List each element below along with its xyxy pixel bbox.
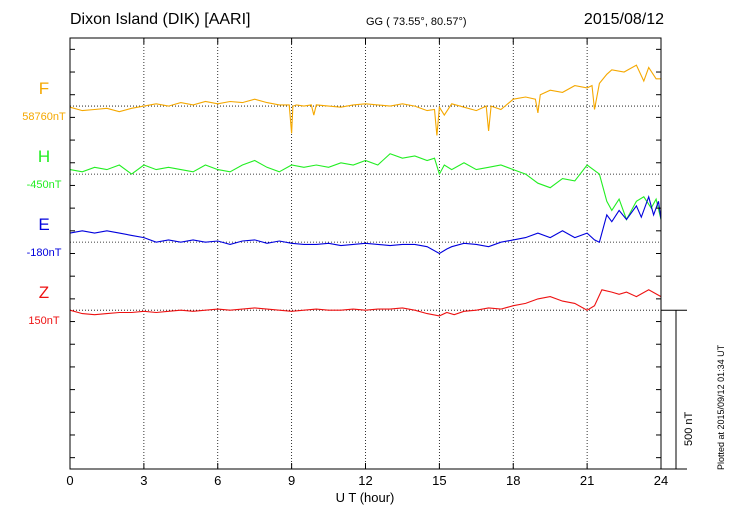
grid-lines [70,38,661,469]
axis-ticks: 0 3 6 9 12 15 18 21 24 [66,38,668,488]
plotted-timestamp: Plotted at 2015/09/12 01:34 UT [716,344,726,470]
x-tick-label: 12 [358,473,372,488]
date-label: 2015/08/12 [583,11,664,28]
series-line-f [69,64,661,136]
series-line-e [69,194,662,255]
x-tick-label: 21 [580,473,594,488]
x-tick-label: 9 [288,473,295,488]
station-title: Dixon Island (DIK) [AARI] [70,11,251,28]
series-line-h [69,153,662,221]
component-label-h: H [37,147,51,167]
series-layer [69,64,662,317]
x-tick-label: 0 [66,473,73,488]
baseline-value-h: -450nT [26,179,62,192]
x-axis-label: U T (hour) [336,490,395,505]
geographic-coordinates: GG ( 73.55°, 80.57°) [366,16,467,28]
x-tick-label: 18 [506,473,520,488]
series-line-z [69,289,662,317]
x-tick-label: 3 [140,473,147,488]
component-label-e: E [38,215,50,235]
x-tick-label: 6 [214,473,221,488]
baseline-value-f: 58760nT [22,111,66,124]
scale-bar [661,309,687,470]
baseline-value-e: -180nT [26,247,62,260]
component-label-f: F [38,79,50,99]
x-tick-label: 24 [654,473,668,488]
scale-bar-label: 500 nT [683,411,695,446]
x-tick-label: 15 [432,473,446,488]
component-label-z: Z [38,283,50,303]
baseline-value-z: 150nT [28,315,60,328]
